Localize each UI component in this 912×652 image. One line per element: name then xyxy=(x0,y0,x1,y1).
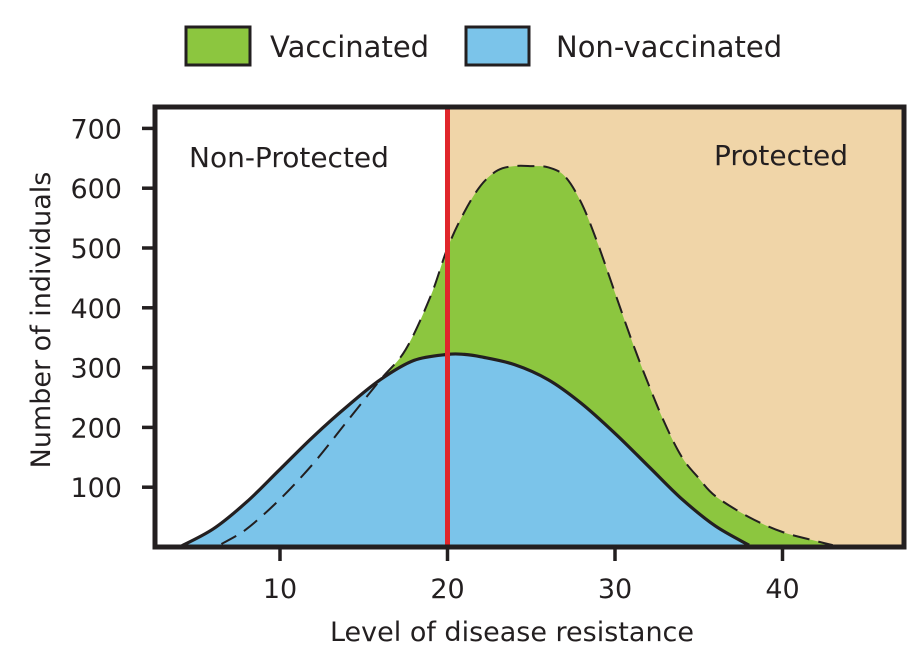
plot-frame xyxy=(152,104,907,550)
legend-swatch-non-vaccinated xyxy=(464,25,531,67)
x-tick-label: 10 xyxy=(263,574,297,605)
x-tick-label: 40 xyxy=(765,574,799,605)
y-tick-label: 700 xyxy=(70,114,122,145)
legend-label-non-vaccinated: Non-vaccinated xyxy=(556,30,782,64)
series-area-non-vaccinated xyxy=(179,353,749,547)
y-tick-label: 600 xyxy=(70,174,122,205)
x-tick-label: 30 xyxy=(598,574,632,605)
y-tick-label: 100 xyxy=(70,473,122,504)
x-axis: 10 20 30 40 xyxy=(263,547,800,605)
region-label-non-protected: Non-Protected xyxy=(189,141,389,174)
region-label-protected: Protected xyxy=(714,139,848,172)
x-axis-title: Level of disease resistance xyxy=(330,617,694,648)
y-axis-title: Number of individuals xyxy=(26,172,57,469)
y-tick-label: 300 xyxy=(70,354,122,385)
series-outline-non-vaccinated xyxy=(178,352,750,549)
series-outline-vaccinated xyxy=(220,164,834,547)
y-tick-label: 200 xyxy=(70,413,122,444)
legend: Vaccinated Non-vaccinated xyxy=(184,25,782,67)
legend-swatch-vaccinated xyxy=(184,25,252,67)
x-tick-label: 20 xyxy=(430,574,464,605)
legend-label-vaccinated: Vaccinated xyxy=(270,30,429,64)
y-tick-label: 500 xyxy=(70,234,122,265)
y-axis: 100 200 300 400 500 600 700 xyxy=(70,114,155,504)
y-tick-label: 400 xyxy=(70,294,122,325)
